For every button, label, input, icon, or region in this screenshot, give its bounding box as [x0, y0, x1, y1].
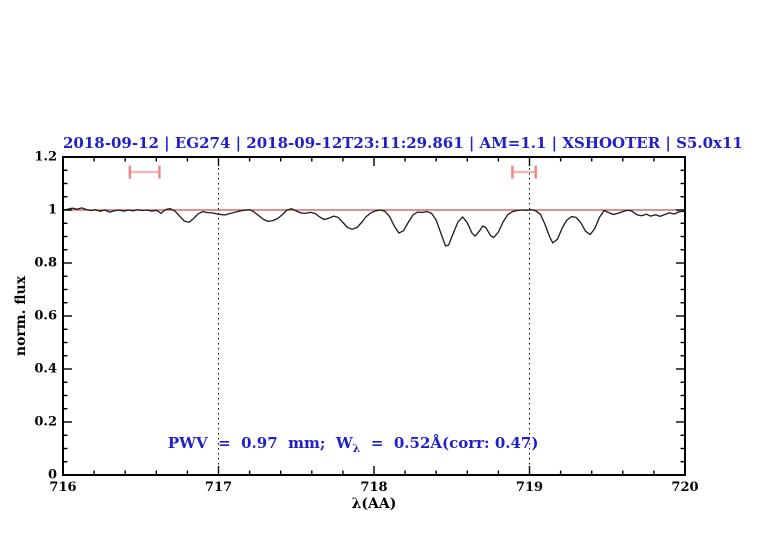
- lambda-subscript: λ: [352, 442, 361, 455]
- y-tick-label: 1.2: [34, 149, 57, 165]
- y-axis-label: norm. flux: [13, 275, 29, 357]
- plot-title: 2018-09-12 | EG274 | 2018-09-12T23:11:29…: [63, 134, 743, 152]
- pwv-annotation-text: PWV = 0.97 mm; W: [167, 434, 353, 452]
- x-tick-label: 720: [671, 480, 699, 495]
- x-axis-label: λ(AA): [351, 496, 397, 512]
- x-tick-label: 718: [360, 480, 388, 495]
- y-tick-label: 0.4: [34, 361, 57, 377]
- pwv-annotation-text-2: = 0.52Å(corr: 0.47): [360, 434, 539, 452]
- x-tick-label: 716: [49, 480, 77, 495]
- spectrum-line: [62, 207, 686, 247]
- x-tick-label: 719: [515, 480, 544, 495]
- y-tick-label: 0.2: [34, 414, 57, 430]
- y-tick-label: 0.6: [34, 308, 57, 324]
- y-tick-label: 0.8: [34, 255, 57, 271]
- y-tick-label: 0: [47, 467, 57, 483]
- y-tick-label: 1: [47, 202, 57, 218]
- pwv-annotation: PWV = 0.97 mm; Wλ = 0.52Å(corr: 0.47): [147, 416, 539, 470]
- x-tick-label: 717: [204, 480, 233, 495]
